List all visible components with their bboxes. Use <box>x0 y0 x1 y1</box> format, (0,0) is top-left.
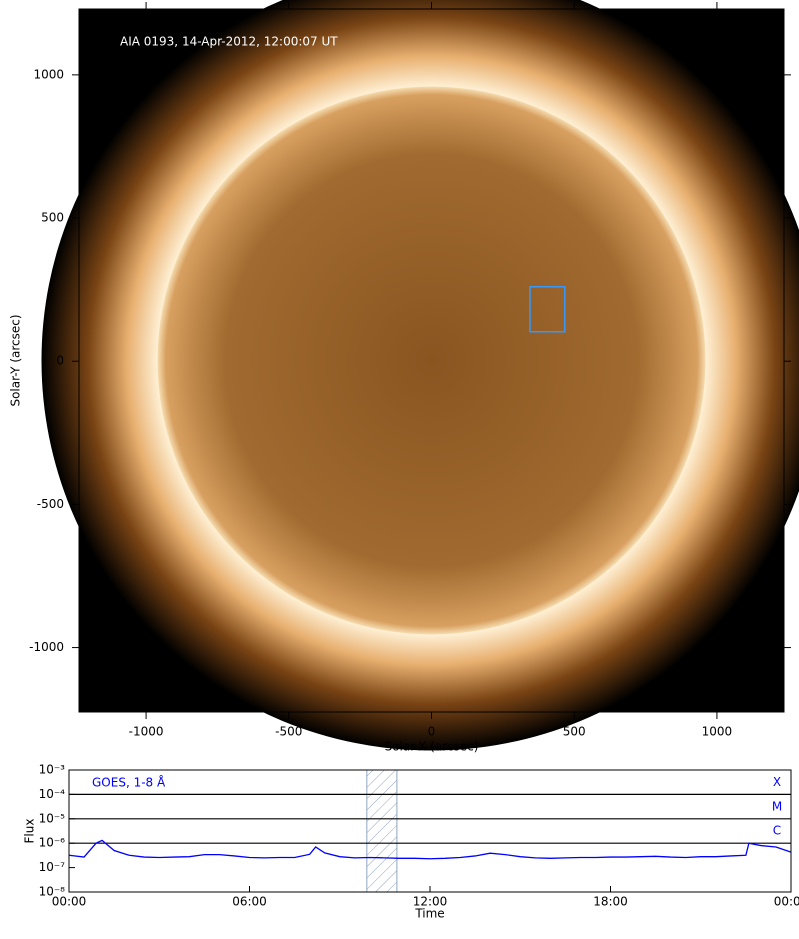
x-tick-label: 500 <box>563 725 586 739</box>
x-tick-label: 18:00 <box>593 895 628 909</box>
plot-frame <box>68 769 792 893</box>
legend-label: GOES, 1-8 Å <box>92 775 166 790</box>
level-label: X <box>773 775 781 789</box>
x-tick-label: -500 <box>275 725 302 739</box>
region-box <box>529 286 566 333</box>
y-axis-label: Flux <box>23 819 37 844</box>
y-tick-label: -500 <box>37 497 64 511</box>
highlight-span <box>366 769 398 893</box>
y-tick-label: 0 <box>56 354 64 368</box>
x-tick-label: 12:00 <box>413 895 448 909</box>
solar-disk <box>157 86 706 635</box>
y-tick-label: 500 <box>41 211 64 225</box>
image-title: AIA 0193, 14-Apr-2012, 12:00:07 UT <box>120 35 338 49</box>
y-tick-label: 10⁻⁸ <box>39 885 66 899</box>
y-axis-label: Solar-Y (arcsec) <box>9 314 23 406</box>
level-label: M <box>772 799 782 813</box>
y-tick-label: 10⁻⁷ <box>39 860 66 874</box>
x-axis-label: Solar-X (arcsec) <box>385 740 479 754</box>
y-tick-label: 10⁻⁶ <box>39 836 66 850</box>
x-axis-label: Time <box>414 907 444 921</box>
level-label: C <box>773 824 781 838</box>
x-tick-label: -1000 <box>129 725 164 739</box>
flux-line <box>68 839 792 860</box>
y-tick-label: 10⁻⁴ <box>39 787 66 801</box>
x-tick-label: 1000 <box>702 725 733 739</box>
x-tick-label: 00:00 <box>774 895 799 909</box>
y-tick-label: -1000 <box>29 640 64 654</box>
x-tick-label: 00:00 <box>52 895 87 909</box>
y-tick-label: 1000 <box>33 67 64 81</box>
x-tick-label: 06:00 <box>232 895 267 909</box>
y-tick-label: 10⁻³ <box>39 763 66 777</box>
x-tick-label: 0 <box>428 725 436 739</box>
y-tick-label: 10⁻⁵ <box>39 811 66 825</box>
